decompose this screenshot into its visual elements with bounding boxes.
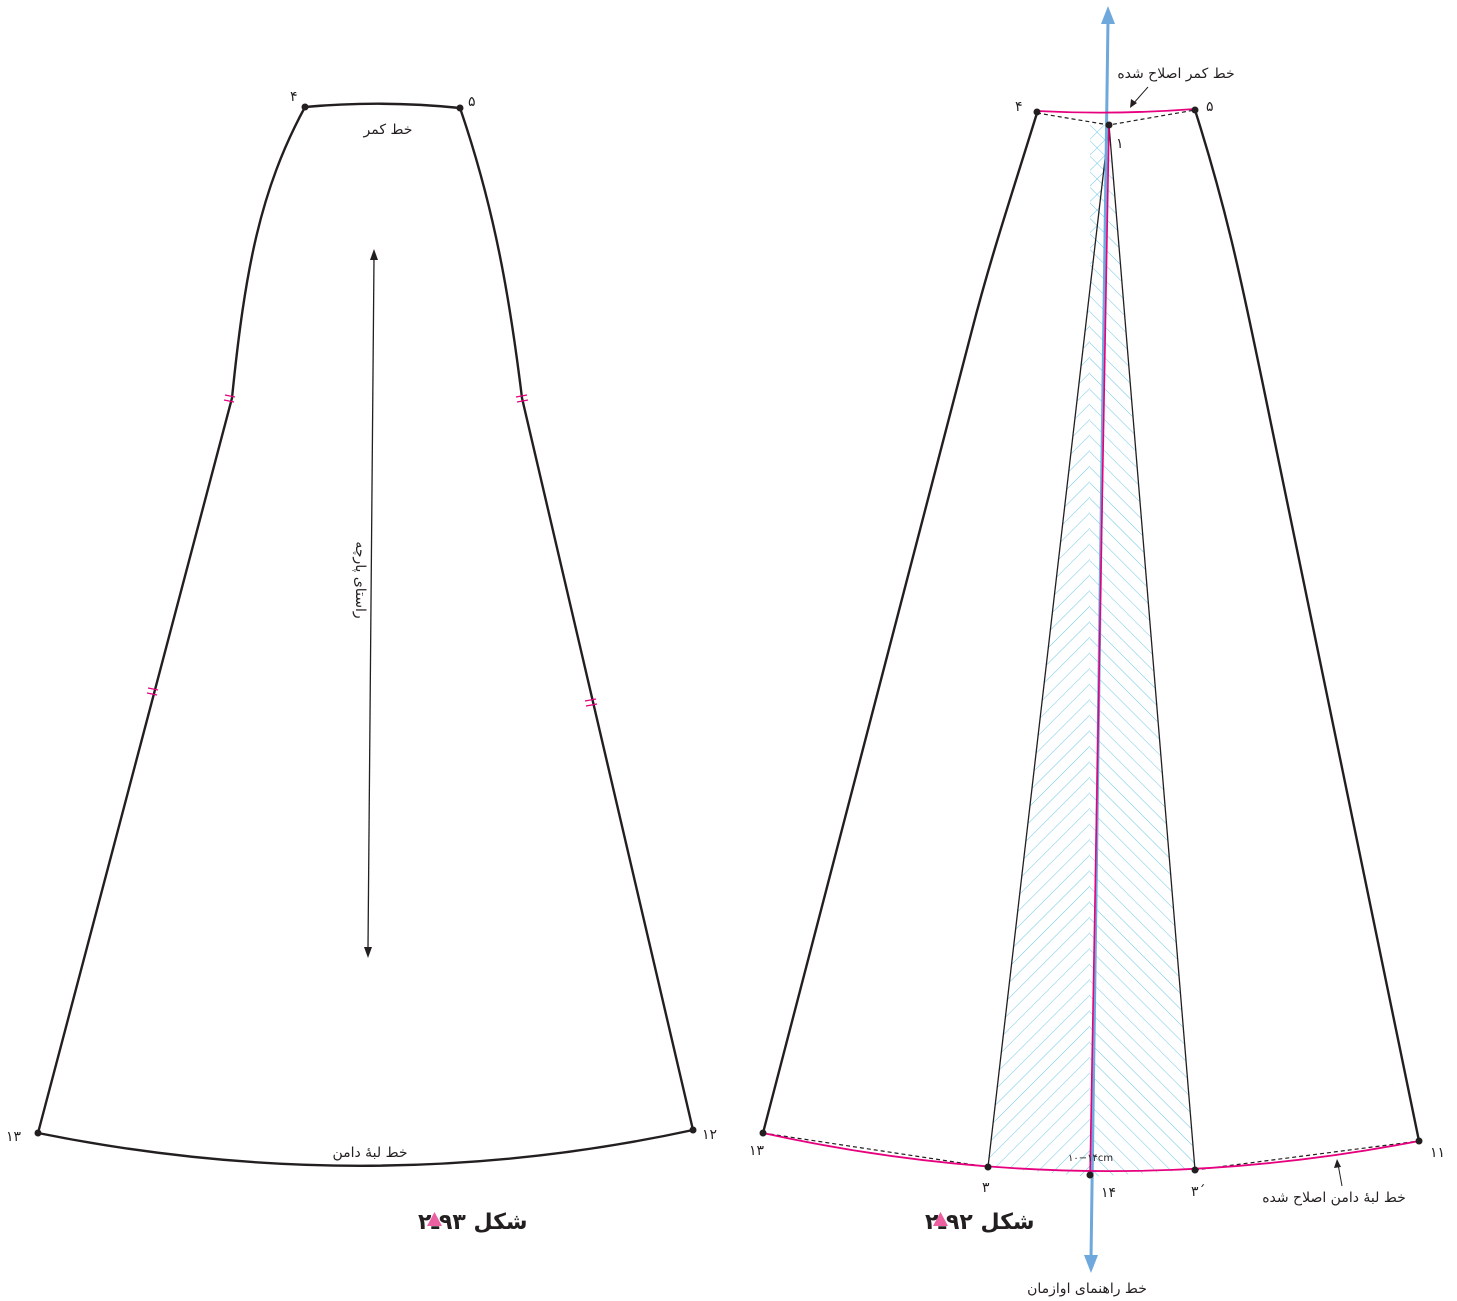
grain-arrow [364,249,378,958]
caption-right: شکل ۹۲ـ۲ [925,1210,1035,1235]
original-hem-right-dashed [1194,1140,1420,1171]
insert-edge-right [1108,124,1196,1171]
guide-line-label: خط راهنمای اوازمان [1027,1281,1147,1297]
corrected-hem-label: خط لبهٔ دامن اصلاح شده [1262,1190,1406,1206]
center-line [1089,124,1110,1178]
original-hem-left-dashed [762,1132,989,1168]
corrected-waist-label: خط کمر اصلاح شده [1117,66,1234,82]
point-label-4: ۴ [290,89,298,105]
point-label-1: ۱ [1116,136,1124,152]
hem-label: خط لبهٔ دامن [332,1145,407,1161]
insert-edge-left [987,124,1110,1168]
caption-left: شکل ۹۳ـ۲ [418,1210,528,1235]
outer-right-seam [1193,109,1421,1142]
point-label-13: ۱۳ [6,1129,22,1145]
hem-callout-arrow [1334,1159,1343,1187]
point-label-5: ۵ [1206,99,1214,115]
hem-line [37,1128,694,1167]
left-point-dots [34,103,697,1137]
grain-label: راستای پارچه [352,541,368,618]
outer-left-seam [761,112,1039,1134]
left-side-seam [36,106,307,1134]
waist-line [304,102,461,110]
point-label-3-prime: ۳´ [1191,1184,1206,1200]
point-label-3: ۳ [982,1180,990,1196]
right-side-seam [458,107,695,1131]
corrected-waist [1036,108,1196,114]
point-label-14: ۱۴ [1101,1185,1116,1201]
caption-marker-right [933,1212,948,1226]
point-label-12: ۱۲ [702,1127,717,1143]
waist-label: خط کمر [363,122,413,138]
point-label-11: ۱۱ [1430,1145,1445,1161]
point-label-4: ۴ [1015,99,1023,115]
flare-measure: ۱۰−۱۴cm [1068,1153,1113,1164]
corrected-hem [762,1132,1420,1173]
point-label-5: ۵ [468,94,476,110]
caption-marker-left [427,1212,442,1226]
right-point-dots [759,106,1423,1179]
left-skirt-pattern: ۴ ۵ ۱۳ ۱۲ خط کمر خط لبهٔ دامن راستای پار… [6,89,717,1235]
right-skirt-pattern: ۴ ۵ ۱ ۱۳ ۱۱ ۳ ۳´ ۱۴ ۱۰−۱۴cm خط کمر اصلاح… [749,6,1445,1297]
waist-callout-arrow [1130,86,1149,108]
point-label-13: ۱۳ [749,1143,765,1159]
flare-insert-right [1090,125,1195,1177]
notch-marks [146,394,598,707]
